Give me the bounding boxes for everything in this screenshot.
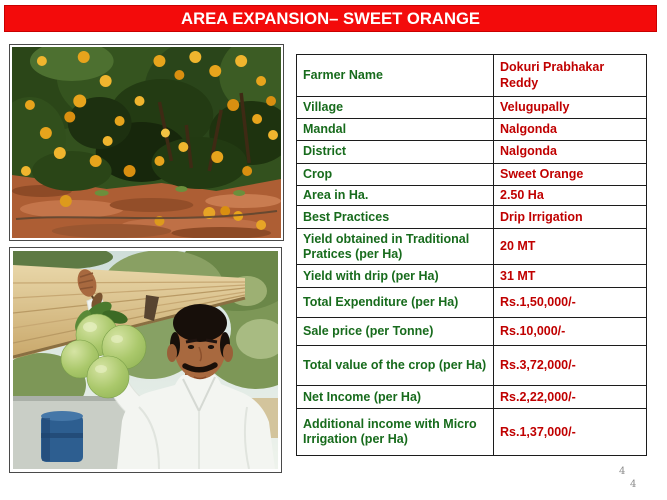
page-number: 4 (619, 466, 626, 477)
farmer-photo-illustration (13, 251, 278, 469)
table-row: Crop Sweet Orange (296, 163, 647, 186)
table-row: Total value of the crop (per Ha) Rs.3,72,… (296, 345, 647, 387)
table-row: Net Income (per Ha) Rs.2,22,000/- (296, 385, 647, 410)
field-label: Village (296, 96, 494, 119)
field-value: 2.50 Ha (493, 184, 647, 207)
table-row: Village Velugupally (296, 96, 647, 119)
field-value: Rs.1,50,000/- (493, 287, 647, 319)
field-value: Rs.2,22,000/- (493, 385, 647, 410)
orchard-photo (9, 44, 284, 241)
field-value: Nalgonda (493, 140, 647, 164)
orchard-photo-illustration (12, 47, 281, 238)
field-value: 20 MT (493, 228, 647, 266)
table-row: Yield with drip (per Ha) 31 MT (296, 264, 647, 289)
farmer-info-table-body: Farmer Name Dokuri Prabhakar Reddy Village… (296, 54, 647, 457)
field-label: Crop (296, 163, 494, 186)
field-value: Rs.10,000/- (493, 317, 647, 347)
table-row: Total Expenditure (per Ha) Rs.1,50,000/- (296, 287, 647, 319)
slide-title: AREA EXPANSION– SWEET ORANGE (180, 8, 480, 28)
field-value: Dokuri Prabhakar Reddy (493, 54, 647, 97)
field-label: Sale price (per Tonne) (296, 317, 494, 347)
table-row: Best Practices Drip Irrigation (296, 205, 647, 230)
field-label: Total Expenditure (per Ha) (296, 287, 494, 319)
field-label: Mandal (296, 118, 494, 141)
field-value: Nalgonda (493, 118, 647, 141)
farmer-photo (9, 247, 282, 473)
field-label: Area in Ha. (296, 184, 494, 207)
title-banner: AREA EXPANSION– SWEET ORANGE (4, 5, 657, 32)
field-value: Drip Irrigation (493, 205, 647, 230)
field-label: Yield with drip (per Ha) (296, 264, 494, 289)
field-label: Net Income (per Ha) (296, 385, 494, 410)
field-label: Best Practices (296, 205, 494, 230)
field-value: 31 MT (493, 264, 647, 289)
table-row: Farmer Name Dokuri Prabhakar Reddy (296, 54, 647, 97)
field-label: Total value of the crop (per Ha) (296, 345, 494, 387)
table-row: Sale price (per Tonne) Rs.10,000/- (296, 317, 647, 347)
field-value: Rs.1,37,000/- (493, 408, 647, 457)
field-value: Velugupally (493, 96, 647, 119)
farmer-info-table: Farmer Name Dokuri Prabhakar Reddy Village… (296, 54, 647, 457)
field-label: Yield obtained in Traditional Pratices (… (296, 228, 494, 266)
field-label: Farmer Name (296, 54, 494, 97)
table-row: District Nalgonda (296, 140, 647, 164)
field-label: Additional income with Micro Irrigation … (296, 408, 494, 457)
field-value: Rs.3,72,000/- (493, 345, 647, 387)
page-number-duplicate: 4 (630, 479, 637, 490)
table-row: Mandal Nalgonda (296, 118, 647, 141)
table-row: Area in Ha. 2.50 Ha (296, 184, 647, 207)
field-label: District (296, 140, 494, 164)
field-value: Sweet Orange (493, 163, 647, 186)
table-row: Yield obtained in Traditional Pratices (… (296, 228, 647, 266)
table-row: Additional income with Micro Irrigation … (296, 408, 647, 457)
